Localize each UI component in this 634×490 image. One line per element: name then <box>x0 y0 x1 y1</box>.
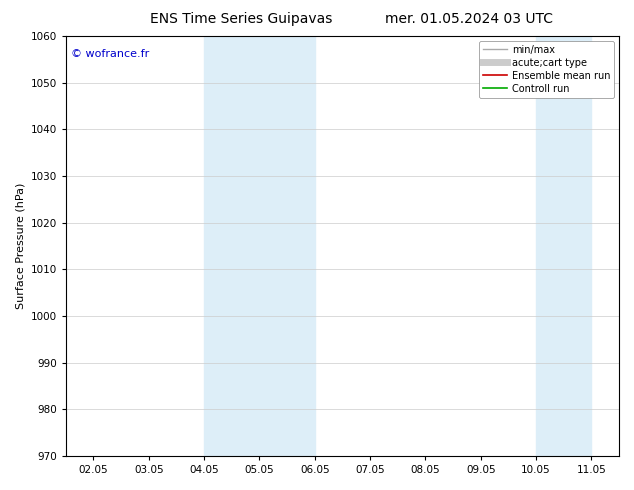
Text: © wofrance.fr: © wofrance.fr <box>72 49 150 59</box>
Text: mer. 01.05.2024 03 UTC: mer. 01.05.2024 03 UTC <box>385 12 553 26</box>
Text: ENS Time Series Guipavas: ENS Time Series Guipavas <box>150 12 332 26</box>
Y-axis label: Surface Pressure (hPa): Surface Pressure (hPa) <box>15 183 25 309</box>
Bar <box>204 36 314 456</box>
Legend: min/max, acute;cart type, Ensemble mean run, Controll run: min/max, acute;cart type, Ensemble mean … <box>479 41 614 98</box>
Bar <box>536 36 592 456</box>
